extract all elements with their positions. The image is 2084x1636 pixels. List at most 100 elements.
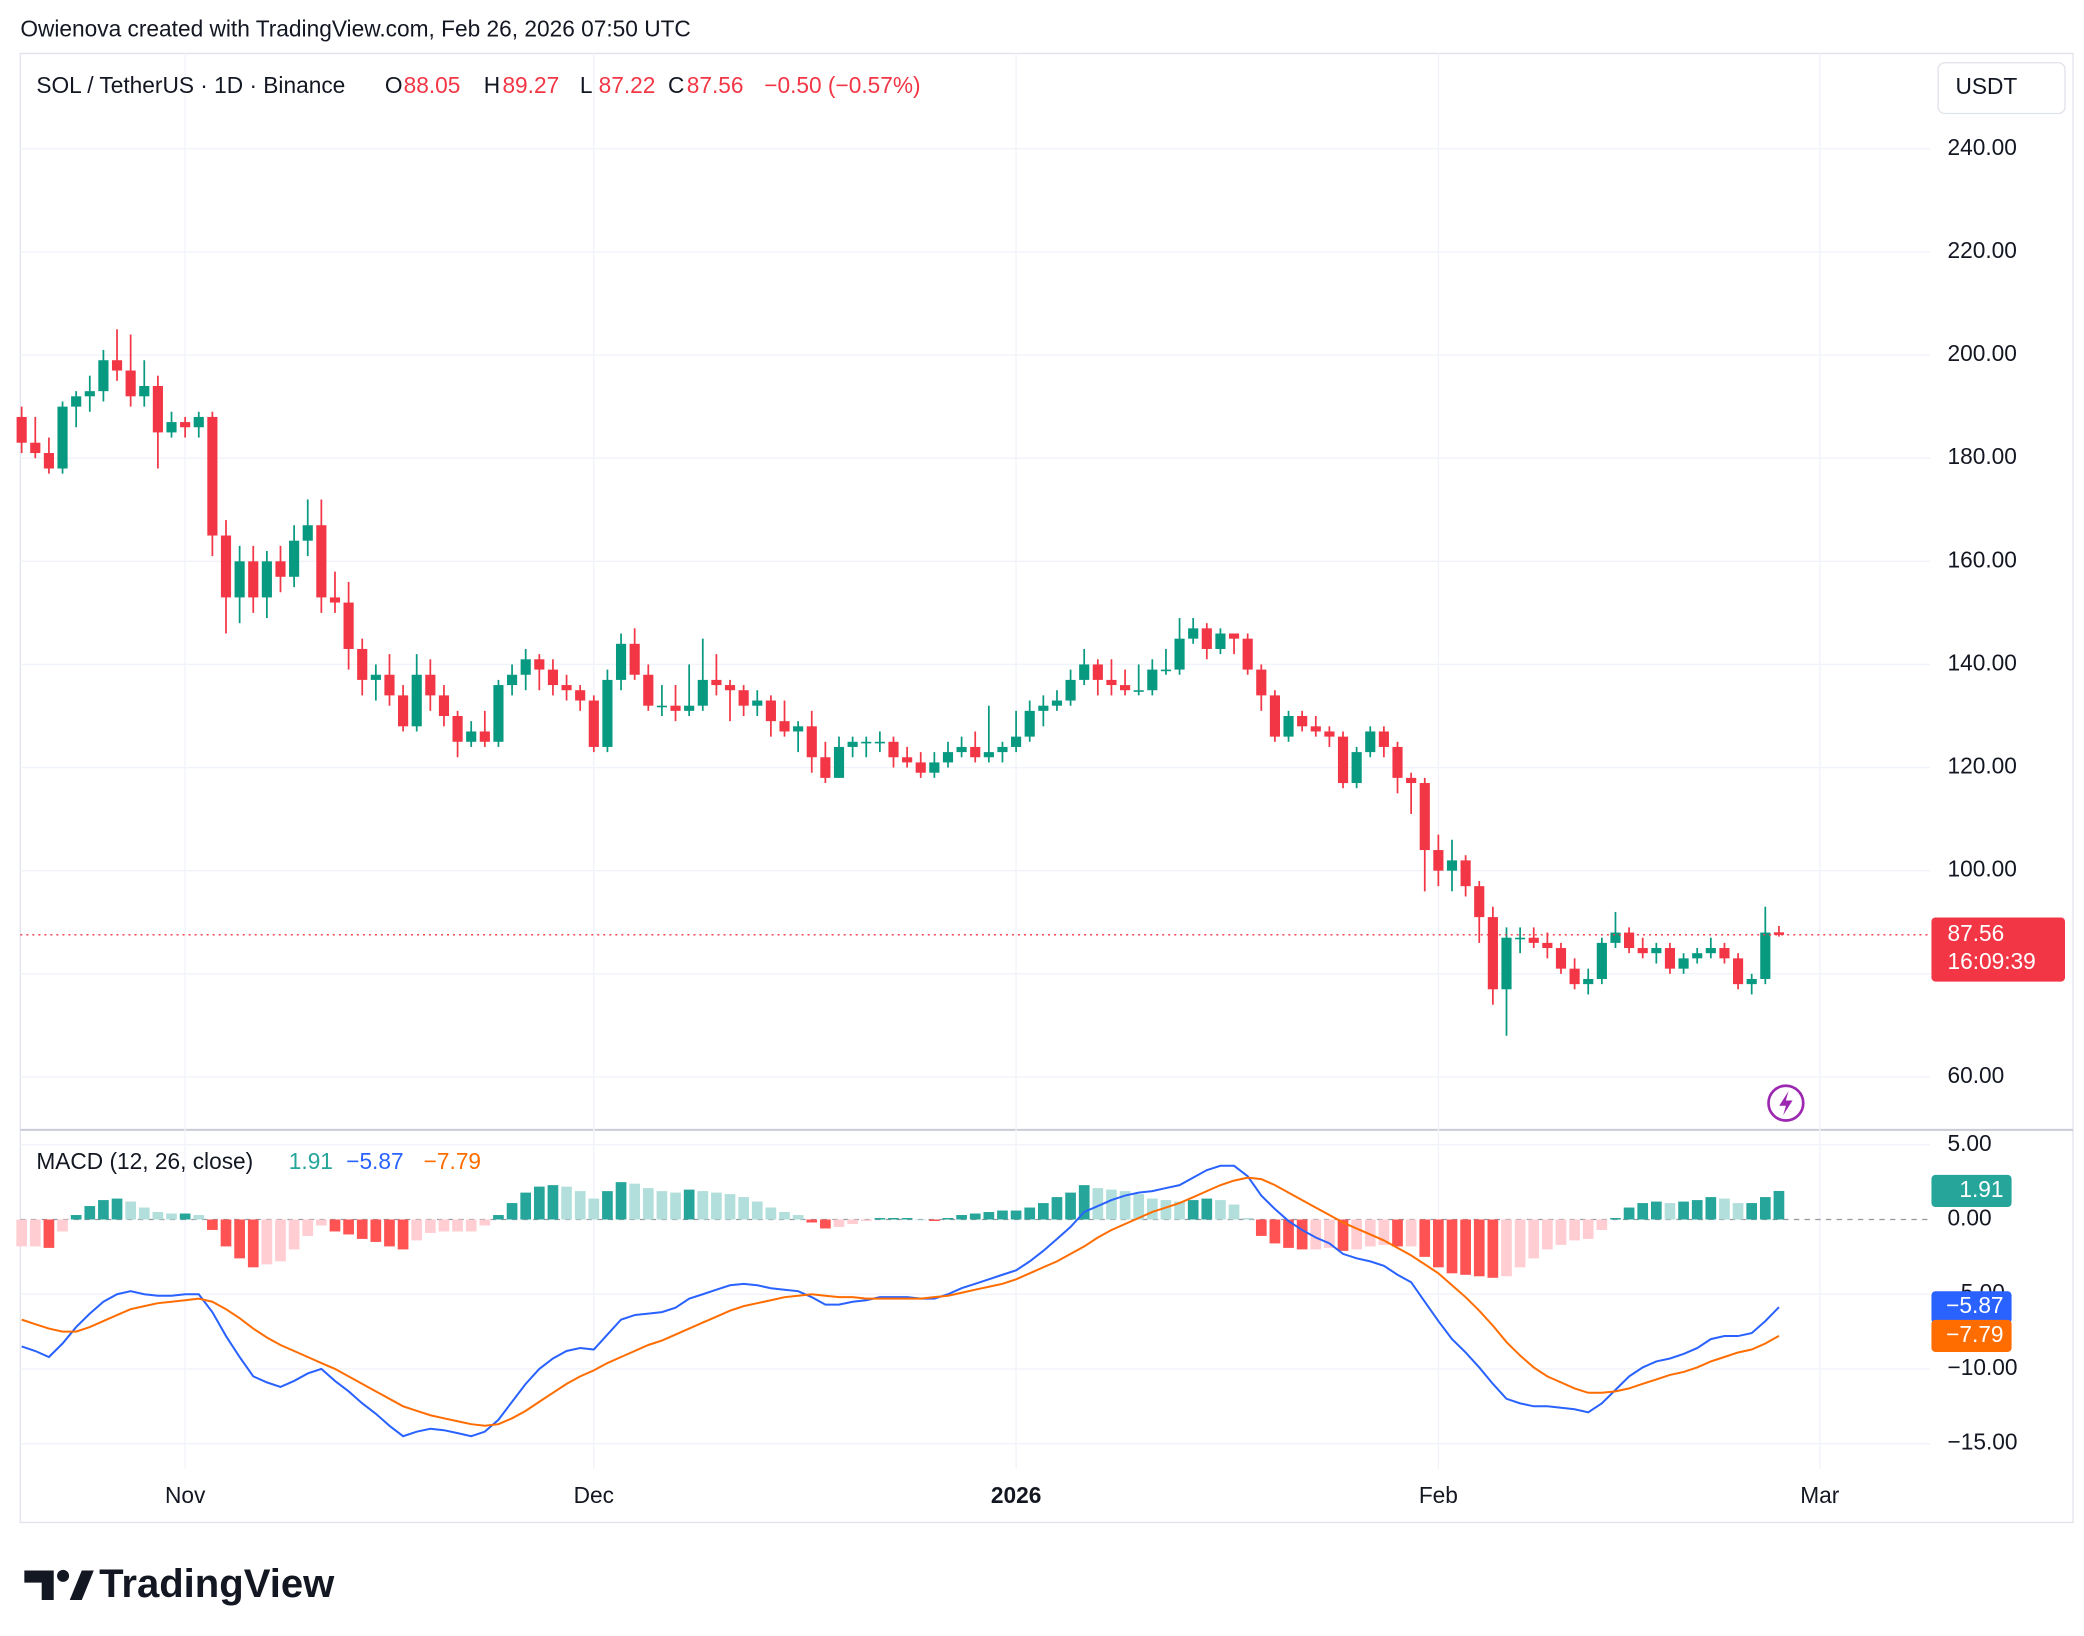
candle-body	[902, 757, 913, 763]
candle-body	[411, 674, 422, 727]
candle-body	[1501, 937, 1512, 990]
histogram-bar	[1255, 1219, 1267, 1236]
candle-body	[1487, 917, 1498, 990]
candle-body	[125, 370, 136, 397]
candle-body	[793, 726, 804, 732]
candle-body	[1678, 958, 1689, 969]
histogram-bar	[479, 1219, 491, 1226]
change-label: −0.50 (−0.57%)	[764, 72, 920, 98]
candle-body	[1337, 736, 1349, 784]
histogram-bar	[302, 1219, 314, 1236]
histogram-bar	[384, 1219, 395, 1247]
candle-body	[888, 741, 899, 758]
candle-body	[289, 540, 300, 577]
histogram-bar	[738, 1197, 749, 1220]
candle-body	[1515, 937, 1526, 940]
ohlc-letter: C	[668, 72, 684, 98]
candle-body	[1773, 932, 1785, 935]
y-tick-label: 220.00	[1947, 237, 2016, 263]
histogram-bar	[1582, 1219, 1594, 1239]
candle-body	[166, 422, 177, 433]
candle-body	[1610, 932, 1621, 943]
candle-body	[275, 561, 286, 577]
x-tick-label: Nov	[165, 1482, 206, 1508]
candle-body	[629, 643, 640, 675]
histogram-bar	[833, 1219, 845, 1227]
histogram-bar	[493, 1215, 504, 1220]
candle-body	[929, 762, 940, 773]
histogram-bar	[642, 1188, 654, 1220]
candle-body	[343, 602, 354, 649]
histogram-bar	[1378, 1219, 1390, 1245]
candle-body	[1079, 664, 1090, 680]
candle-body	[261, 561, 272, 598]
flash-bolt[interactable]	[1779, 1091, 1793, 1116]
histogram-bar	[670, 1192, 681, 1220]
candle-body	[1460, 860, 1471, 887]
indicator-title: MACD (12, 26, close)	[36, 1148, 253, 1174]
candle-body	[956, 746, 967, 753]
histogram-bar	[956, 1215, 967, 1220]
histogram-bar	[261, 1219, 273, 1265]
candle-body	[1283, 716, 1294, 737]
candle-body	[493, 685, 504, 742]
x-tick-label: Dec	[574, 1482, 614, 1508]
candle-body	[479, 731, 490, 742]
flash-icon[interactable]	[1767, 1084, 1805, 1122]
candle-body	[111, 360, 123, 371]
candle-body	[534, 659, 545, 670]
candle-body	[71, 396, 82, 407]
histogram-bar	[1228, 1204, 1240, 1220]
histogram-bar	[138, 1207, 150, 1220]
y-tick-label: 180.00	[1947, 443, 2016, 469]
candle-body	[1378, 731, 1389, 747]
histogram-bar	[792, 1215, 804, 1220]
charts: NovDec2026FebMar60.0080.00100.00120.0014…	[16, 53, 2066, 1508]
candle-body	[983, 752, 994, 758]
candle-body	[1705, 948, 1716, 954]
y-tick-label: 120.00	[1947, 753, 2016, 779]
candle-body	[43, 453, 54, 469]
candle-body	[711, 679, 722, 686]
y-tick-label: 200.00	[1947, 340, 2016, 366]
candle-body	[1160, 669, 1172, 672]
histogram-bar	[711, 1192, 722, 1220]
x-tick-label: Mar	[1800, 1482, 1840, 1508]
macd-line	[21, 1164, 1780, 1438]
last-value-box	[1931, 1174, 2012, 1207]
candle-body	[1732, 958, 1744, 985]
histogram-bar	[1773, 1190, 1785, 1220]
histogram-bar	[1174, 1201, 1185, 1220]
currency[interactable]: USDT	[1955, 73, 2017, 99]
histogram-bar	[656, 1191, 668, 1220]
histogram-bar	[847, 1219, 858, 1224]
histogram-bar	[1569, 1219, 1580, 1241]
candle-body	[139, 386, 150, 397]
candle-body	[1555, 948, 1567, 969]
candle-body	[656, 705, 667, 708]
histogram-bar	[29, 1219, 41, 1247]
currency-button[interactable]	[1937, 62, 2066, 115]
histogram-bar	[329, 1219, 341, 1232]
histogram-bar	[1201, 1198, 1213, 1220]
candle-body	[302, 525, 313, 541]
histogram-bar	[70, 1215, 82, 1220]
candle-body	[1365, 731, 1376, 753]
candle-body	[1624, 932, 1635, 949]
candle-body	[1542, 942, 1553, 949]
candle-body	[438, 695, 450, 717]
candle-body	[1065, 679, 1076, 701]
x-tick-label: 2026	[991, 1482, 1041, 1508]
candle-body	[1201, 628, 1212, 649]
ohlc-value: 87.56	[687, 72, 744, 98]
histogram-bar	[152, 1212, 164, 1220]
candle-body	[1596, 942, 1607, 979]
histogram-bar	[1473, 1219, 1485, 1277]
histogram-bar	[1487, 1219, 1499, 1278]
legend-value: 1.91	[289, 1148, 333, 1174]
candle-body	[670, 705, 681, 711]
y-tick-label: 160.00	[1947, 546, 2016, 572]
